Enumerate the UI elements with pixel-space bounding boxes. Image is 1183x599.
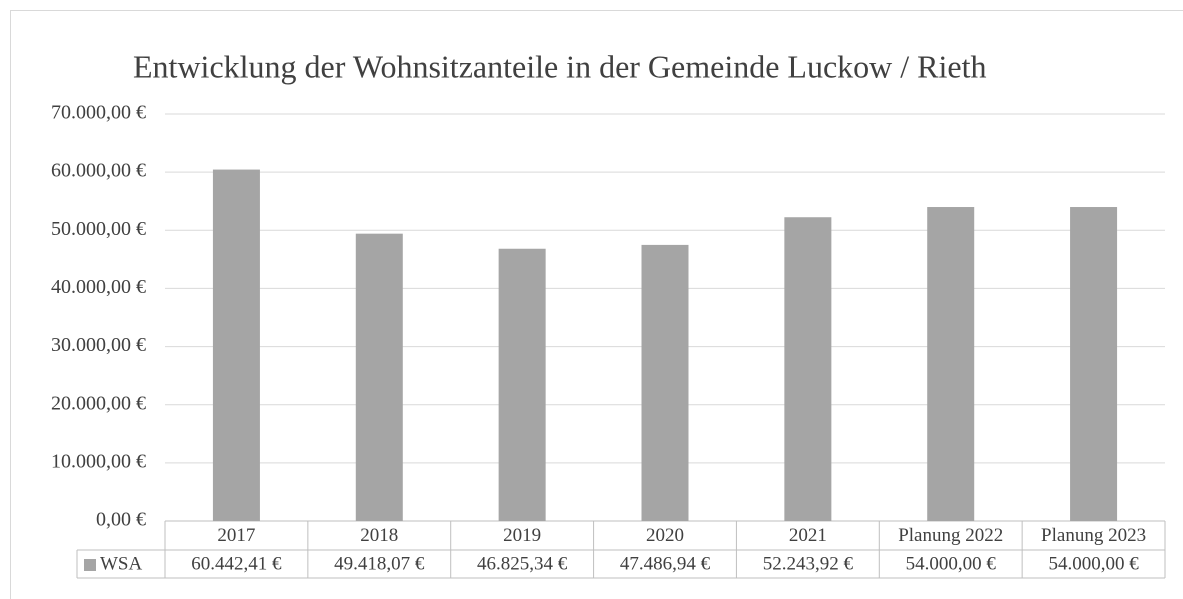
data-label: 60.442,41 € bbox=[191, 553, 282, 574]
y-tick-label: 0,00 € bbox=[96, 509, 146, 531]
legend-key bbox=[84, 559, 96, 571]
y-tick-label: 30.000,00 € bbox=[51, 334, 146, 356]
x-tick-label: Planung 2022 bbox=[898, 525, 1003, 546]
data-label: 47.486,94 € bbox=[620, 553, 711, 574]
data-label: 49.418,07 € bbox=[334, 553, 425, 574]
data-label: 52.243,92 € bbox=[763, 553, 854, 574]
x-tick-label: 2019 bbox=[503, 525, 541, 546]
bar bbox=[1070, 207, 1118, 521]
bar bbox=[212, 169, 260, 521]
data-label: 54.000,00 € bbox=[906, 553, 997, 574]
x-tick-label: 2017 bbox=[217, 525, 255, 546]
chart-border bbox=[10, 10, 1183, 599]
x-tick-label: Planung 2023 bbox=[1041, 525, 1146, 546]
y-tick-label: 10.000,00 € bbox=[51, 450, 146, 472]
bar bbox=[498, 248, 546, 522]
x-tick-label: 2018 bbox=[360, 525, 398, 546]
bar bbox=[355, 233, 403, 521]
bar bbox=[784, 217, 832, 521]
data-label: 54.000,00 € bbox=[1048, 553, 1139, 574]
y-tick-label: 50.000,00 € bbox=[51, 218, 146, 240]
y-tick-label: 70.000,00 € bbox=[51, 102, 146, 124]
y-tick-label: 40.000,00 € bbox=[51, 276, 146, 298]
x-tick-label: 2021 bbox=[789, 525, 827, 546]
y-tick-label: 20.000,00 € bbox=[51, 392, 146, 414]
y-tick-label: 60.000,00 € bbox=[51, 160, 146, 182]
bar bbox=[641, 244, 689, 521]
x-tick-label: 2020 bbox=[646, 525, 684, 546]
chart-title: Entwicklung der Wohnsitzanteile in der G… bbox=[133, 48, 987, 84]
legend-label: WSA bbox=[100, 553, 143, 574]
bar bbox=[927, 207, 975, 521]
data-label: 46.825,34 € bbox=[477, 553, 568, 574]
